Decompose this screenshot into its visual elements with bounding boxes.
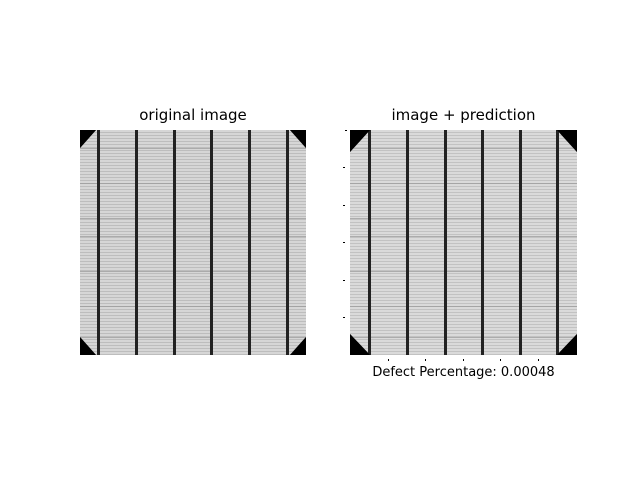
y-tick <box>343 242 345 243</box>
defect-percentage-caption: Defect Percentage: 0.00048 <box>372 365 555 380</box>
y-tick <box>343 280 345 281</box>
y-tick <box>343 317 345 318</box>
solar-cell-image-overlay <box>350 130 577 355</box>
y-tick <box>345 130 347 131</box>
x-tick <box>500 359 501 361</box>
solar-cell-image <box>80 130 306 355</box>
x-tick <box>463 359 464 361</box>
panel-title-original: original image <box>139 106 247 124</box>
y-tick <box>343 205 345 206</box>
x-tick <box>425 359 426 361</box>
original-image <box>80 130 306 355</box>
prediction-image <box>350 130 577 355</box>
x-tick <box>388 359 389 361</box>
panel-title-prediction: image + prediction <box>391 106 536 124</box>
y-tick <box>343 167 345 168</box>
x-tick <box>538 359 539 361</box>
